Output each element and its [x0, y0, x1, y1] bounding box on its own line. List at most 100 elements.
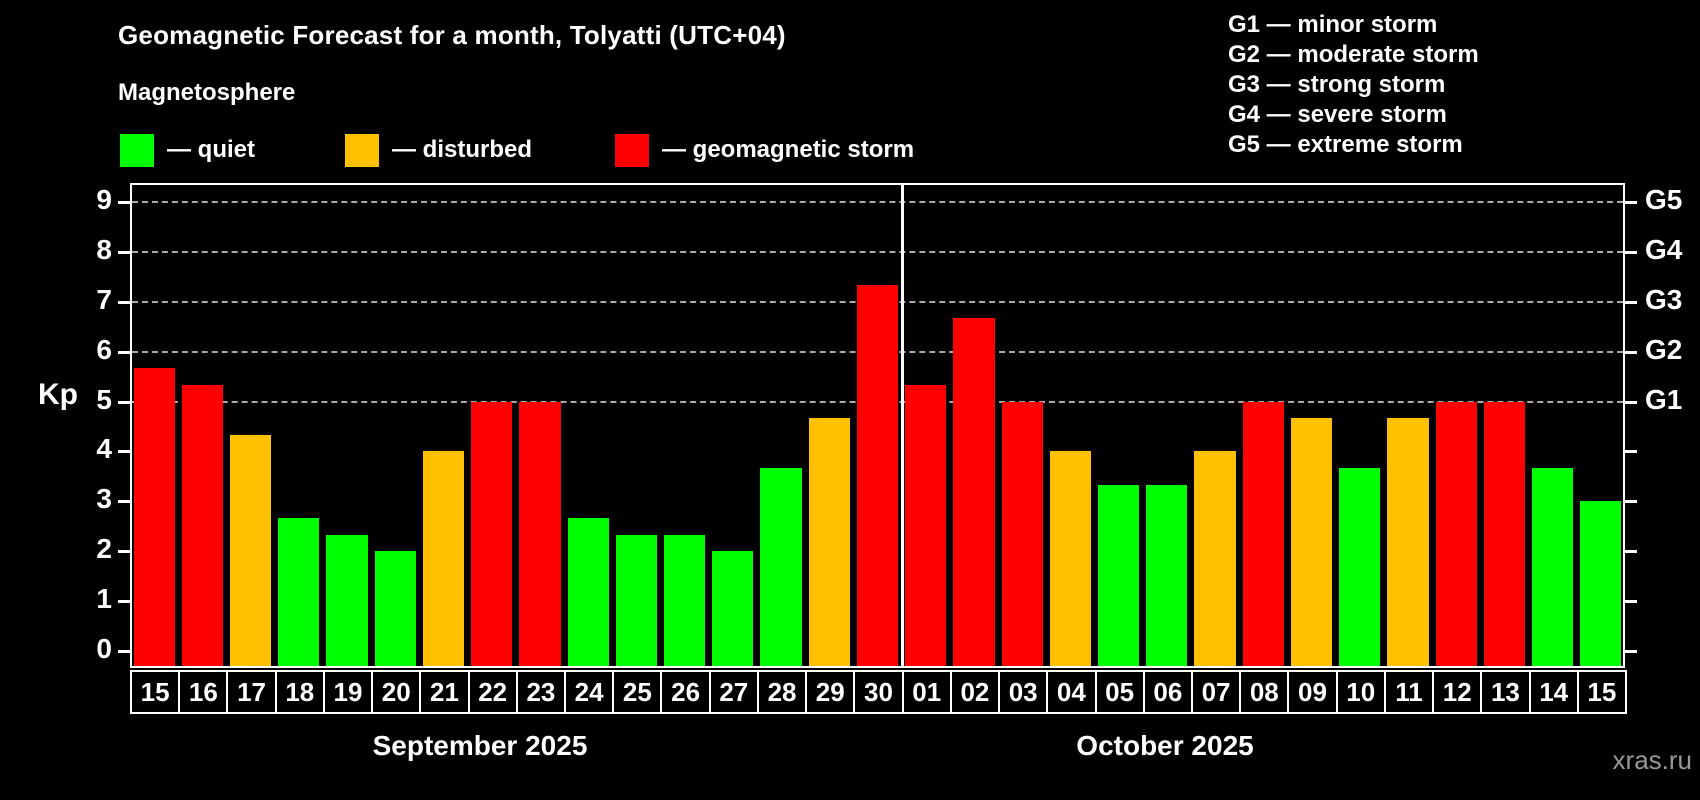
kp-bar-oct-05	[1098, 484, 1140, 668]
day-label-sep-26: 26	[660, 670, 711, 714]
day-label-sep-24: 24	[564, 670, 615, 714]
kp-bar-sep-30	[856, 285, 899, 668]
day-label-sep-17: 17	[226, 670, 277, 714]
day-label-oct-11: 11	[1383, 670, 1435, 714]
day-label-sep-15: 15	[130, 670, 181, 714]
day-label-sep-27: 27	[708, 670, 759, 714]
left-axis-tick-2	[118, 550, 130, 554]
legend-item-label: — geomagnetic storm	[662, 136, 915, 163]
day-label-oct-06: 06	[1142, 670, 1193, 714]
right-axis-label-g4: G4	[1645, 233, 1683, 265]
kp-bar-sep-17	[229, 434, 272, 668]
kp-bar-oct-15	[1580, 501, 1622, 668]
day-label-sep-20: 20	[371, 670, 422, 714]
day-label-sep-23: 23	[515, 670, 567, 714]
day-label-sep-16: 16	[178, 670, 229, 714]
day-label-oct-04: 04	[1046, 670, 1097, 714]
legend-item-quiet: — quiet	[120, 133, 255, 167]
y-axis-tick-label-5: 5	[96, 383, 112, 415]
month-label-september: September 2025	[372, 730, 588, 761]
kp-bar-oct-07	[1194, 451, 1236, 668]
y-axis-tick-label-7: 7	[96, 283, 112, 315]
kp-bar-sep-28	[760, 467, 802, 668]
left-axis-tick-0	[118, 650, 130, 653]
storm-scale-line-g3: G3 — strong storm	[1228, 71, 1446, 98]
legend-item-disturbed: — disturbed	[345, 133, 532, 167]
day-label-sep-30: 30	[853, 670, 904, 714]
kp-bar-sep-16	[181, 385, 223, 668]
kp-bar-oct-09	[1290, 417, 1333, 668]
legend-item-label: — disturbed	[392, 136, 533, 163]
kp-bar-sep-23	[519, 401, 561, 668]
storm-scale-line-g1: G1 — minor storm	[1228, 11, 1438, 38]
right-axis-tick-6	[1625, 350, 1637, 354]
left-axis-tick-8	[118, 250, 130, 254]
right-axis-tick-1	[1625, 600, 1637, 604]
kp-bar-oct-10	[1339, 467, 1381, 668]
right-axis-label-g5: G5	[1645, 183, 1683, 215]
day-label-oct-12: 12	[1432, 670, 1483, 714]
storm-scale-legend: G1 — minor storm G2 — moderate storm G3 …	[1228, 10, 1479, 160]
kp-bar-oct-02	[953, 318, 995, 668]
day-label-sep-18: 18	[274, 670, 325, 714]
right-axis-label-g3: G3	[1645, 283, 1683, 315]
gridline-kp-8	[132, 250, 1623, 253]
month-separator-line	[900, 183, 904, 668]
y-axis-tick-label-6: 6	[96, 333, 112, 365]
y-axis-tick-label-9: 9	[96, 183, 112, 215]
kp-bar-oct-03	[1001, 401, 1043, 668]
quiet-color-swatch	[120, 133, 154, 167]
kp-bar-sep-25	[615, 534, 657, 668]
left-axis-tick-1	[118, 600, 130, 604]
y-axis-label: Kp	[38, 378, 78, 411]
kp-bar-sep-20	[374, 551, 416, 668]
day-label-sep-25: 25	[612, 670, 663, 714]
right-axis-tick-0	[1625, 650, 1637, 653]
kp-bar-oct-12	[1435, 401, 1477, 668]
y-axis-tick-label-8: 8	[96, 233, 112, 265]
day-label-oct-09: 09	[1287, 670, 1338, 714]
kp-bar-oct-01	[905, 385, 947, 668]
kp-bar-oct-13	[1483, 401, 1526, 668]
gridline-kp-9	[132, 200, 1623, 203]
right-axis-tick-3	[1625, 500, 1637, 504]
day-label-oct-02: 02	[949, 670, 1001, 714]
kp-bar-sep-27	[712, 551, 754, 668]
kp-bar-sep-18	[278, 517, 320, 668]
y-axis-tick-label-4: 4	[96, 433, 112, 465]
left-axis-tick-9	[118, 200, 130, 204]
y-axis-tick-label-2: 2	[96, 533, 112, 565]
kp-bar-sep-22	[471, 401, 513, 668]
kp-bar-sep-21	[422, 451, 465, 668]
kp-bar-sep-24	[567, 517, 609, 668]
day-label-oct-03: 03	[998, 670, 1049, 714]
day-label-oct-01: 01	[901, 670, 952, 714]
right-axis-tick-2	[1625, 550, 1637, 554]
kp-bar-sep-29	[808, 417, 850, 668]
left-axis-tick-4	[118, 450, 130, 454]
y-axis-tick-label-1: 1	[96, 583, 112, 615]
day-label-oct-13: 13	[1480, 670, 1531, 714]
day-label-oct-08: 08	[1239, 670, 1290, 714]
right-axis-tick-4	[1625, 450, 1637, 454]
day-label-oct-07: 07	[1190, 670, 1242, 714]
day-label-sep-22: 22	[467, 670, 518, 714]
day-label-oct-10: 10	[1335, 670, 1386, 714]
kp-bar-oct-08	[1242, 401, 1284, 668]
storm-scale-line-g2: G2 — moderate storm	[1228, 41, 1479, 68]
day-label-oct-15: 15	[1576, 670, 1627, 714]
right-axis-label-g2: G2	[1645, 333, 1683, 365]
day-label-oct-05: 05	[1094, 670, 1145, 714]
kp-bar-oct-14	[1532, 467, 1574, 668]
kp-bar-oct-11	[1387, 417, 1429, 668]
y-axis-tick-label-0: 0	[96, 633, 112, 664]
day-label-sep-29: 29	[805, 670, 856, 714]
kp-bar-sep-15	[133, 368, 175, 668]
right-axis-tick-8	[1625, 250, 1637, 254]
day-label-sep-21: 21	[419, 670, 470, 714]
day-label-sep-28: 28	[756, 670, 808, 714]
storm-scale-line-g5: G5 — extreme storm	[1228, 131, 1463, 158]
storm-scale-line-g4: G4 — severe storm	[1228, 101, 1447, 128]
